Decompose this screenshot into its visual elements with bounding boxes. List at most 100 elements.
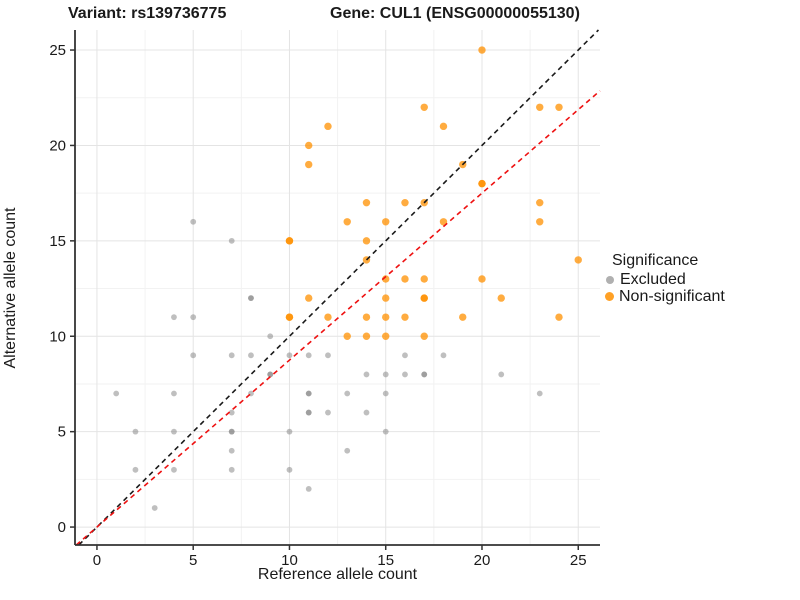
data-point-non-significant bbox=[343, 218, 351, 226]
y-tick-label: 20 bbox=[49, 137, 66, 154]
data-point-excluded bbox=[190, 314, 197, 321]
data-point-non-significant bbox=[536, 218, 544, 226]
data-point-non-significant bbox=[382, 332, 390, 340]
x-axis-title: Reference allele count bbox=[257, 566, 418, 583]
data-point-excluded bbox=[286, 466, 293, 473]
data-point-excluded bbox=[402, 352, 408, 359]
data-point-non-significant bbox=[324, 122, 332, 131]
data-point-excluded bbox=[267, 371, 274, 378]
data-point-non-significant bbox=[401, 313, 409, 321]
data-point-excluded bbox=[132, 428, 139, 435]
data-point-excluded bbox=[228, 447, 235, 454]
data-point-excluded bbox=[363, 371, 370, 378]
data-point-excluded bbox=[344, 447, 351, 454]
data-point-excluded bbox=[305, 409, 312, 416]
data-point-excluded bbox=[421, 371, 428, 378]
data-point-non-significant bbox=[439, 122, 448, 131]
data-point-non-significant bbox=[343, 332, 351, 340]
data-point-non-significant bbox=[536, 103, 544, 111]
fit-line bbox=[75, 90, 601, 546]
data-point-excluded bbox=[402, 371, 408, 378]
data-point-excluded bbox=[382, 371, 389, 378]
data-point-non-significant bbox=[305, 294, 313, 302]
data-point-excluded bbox=[171, 390, 177, 397]
x-tick-label: 15 bbox=[377, 552, 394, 569]
identity-line bbox=[78, 29, 600, 546]
legend: Significance Excluded Non-significant bbox=[603, 252, 725, 305]
data-point-non-significant bbox=[478, 46, 486, 54]
data-point-non-significant bbox=[285, 237, 294, 245]
data-point-excluded bbox=[305, 352, 312, 359]
data-point-non-significant bbox=[478, 179, 486, 188]
data-point-non-significant bbox=[362, 237, 371, 245]
data-point-non-significant bbox=[285, 313, 294, 321]
y-axis-title: Alternative allele count bbox=[2, 207, 19, 369]
x-tick-label: 10 bbox=[281, 552, 298, 569]
data-point-non-significant bbox=[401, 275, 409, 283]
data-point-excluded bbox=[190, 352, 197, 359]
data-point-non-significant bbox=[478, 275, 486, 283]
data-point-excluded bbox=[305, 486, 312, 492]
data-point-non-significant bbox=[536, 198, 544, 207]
data-point-excluded bbox=[325, 352, 331, 359]
data-point-non-significant bbox=[420, 103, 428, 111]
data-point-excluded bbox=[267, 333, 274, 340]
data-point-non-significant bbox=[420, 275, 428, 283]
data-point-excluded bbox=[498, 371, 505, 378]
data-point-excluded bbox=[325, 409, 331, 416]
x-tick-label: 0 bbox=[93, 552, 101, 569]
y-tick-label: 5 bbox=[58, 424, 66, 441]
data-point-excluded bbox=[228, 466, 235, 473]
data-point-non-significant bbox=[459, 313, 467, 321]
data-point-excluded bbox=[248, 352, 254, 359]
legend-item-excluded: Excluded bbox=[603, 271, 725, 288]
data-point-non-significant bbox=[382, 313, 390, 321]
data-point-excluded bbox=[228, 237, 235, 244]
data-point-excluded bbox=[382, 390, 389, 397]
data-point-non-significant bbox=[420, 332, 428, 340]
data-point-excluded bbox=[171, 314, 177, 321]
data-point-excluded bbox=[190, 218, 197, 225]
data-point-non-significant bbox=[305, 141, 313, 150]
data-point-non-significant bbox=[574, 256, 582, 264]
data-point-excluded bbox=[228, 428, 235, 435]
data-point-non-significant bbox=[305, 160, 313, 169]
y-tick-label: 10 bbox=[49, 328, 66, 345]
data-point-non-significant bbox=[555, 103, 563, 111]
variant-title: Variant: rs139736775 bbox=[68, 5, 227, 22]
data-point-excluded bbox=[228, 352, 235, 359]
data-point-non-significant bbox=[362, 198, 371, 207]
data-point-excluded bbox=[151, 505, 158, 511]
data-point-excluded bbox=[248, 295, 254, 301]
data-point-excluded bbox=[132, 466, 139, 473]
y-tick-label: 0 bbox=[58, 519, 66, 536]
data-point-non-significant bbox=[382, 294, 390, 302]
legend-item-label: Excluded bbox=[620, 270, 686, 288]
x-tick-label: 5 bbox=[189, 552, 197, 569]
data-point-excluded bbox=[171, 466, 177, 473]
data-point-excluded bbox=[344, 390, 351, 397]
legend-item-non-significant: Non-significant bbox=[603, 288, 725, 305]
data-point-non-significant bbox=[362, 313, 371, 321]
data-point-non-significant bbox=[362, 332, 371, 340]
data-point-excluded bbox=[536, 390, 543, 397]
data-point-excluded bbox=[286, 428, 293, 435]
non-significant-dot-icon bbox=[605, 292, 614, 301]
y-tick-label: 25 bbox=[49, 42, 66, 59]
data-point-non-significant bbox=[401, 198, 409, 207]
legend-title: Significance bbox=[612, 252, 699, 269]
data-point-excluded bbox=[440, 352, 447, 359]
y-tick-label: 15 bbox=[49, 233, 66, 250]
data-point-non-significant bbox=[420, 294, 428, 302]
gene-title: Gene: CUL1 (ENSG00000055130) bbox=[330, 5, 580, 22]
data-point-excluded bbox=[305, 390, 312, 397]
data-point-excluded bbox=[113, 390, 120, 397]
legend-item-label: Non-significant bbox=[619, 287, 725, 305]
data-point-non-significant bbox=[382, 218, 390, 226]
data-point-non-significant bbox=[324, 313, 332, 321]
data-point-excluded bbox=[286, 352, 293, 359]
x-tick-label: 20 bbox=[474, 552, 491, 569]
data-point-excluded bbox=[382, 428, 389, 435]
data-point-excluded bbox=[228, 409, 235, 416]
